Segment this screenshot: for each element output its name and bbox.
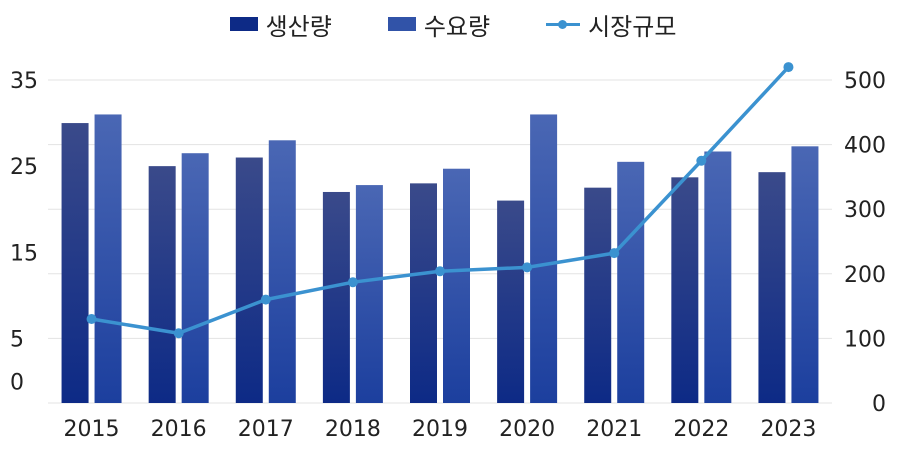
legend-item-market: 시장규모 xyxy=(546,7,676,42)
y-right-tick-5: 500 xyxy=(844,69,886,94)
bar-demand-2019 xyxy=(443,168,470,403)
x-tick-2018: 2018 xyxy=(325,417,381,442)
market-point-2022 xyxy=(696,155,707,166)
y-right-tick-1: 100 xyxy=(844,327,886,352)
market-point-2023 xyxy=(783,62,794,73)
y-left-tick-4: 35 xyxy=(10,69,38,94)
bar-production-2022 xyxy=(671,177,699,403)
axes: 2015 2016 2017 2018 2019 2020 2021 2022 2023 0 5 15… xyxy=(10,69,886,442)
y-right-tick-3: 300 xyxy=(844,198,886,223)
legend-swatch-market xyxy=(546,17,581,31)
market-point-2017 xyxy=(260,294,271,305)
y-right-tick-2: 200 xyxy=(844,263,886,288)
market-point-2015 xyxy=(86,314,97,325)
legend-label-demand: 수요량 xyxy=(423,12,491,41)
bar-production-2020 xyxy=(497,200,525,403)
market-line xyxy=(86,62,794,339)
bar-production-2017 xyxy=(235,157,263,403)
legend-label-market: 시장규모 xyxy=(588,12,677,41)
legend-label-production: 생산량 xyxy=(265,12,332,41)
market-point-2020 xyxy=(522,262,533,273)
legend: 생산량 수요량 시장규모 xyxy=(0,6,906,42)
bar-demand-2016 xyxy=(181,153,209,403)
market-point-2016 xyxy=(173,328,184,339)
x-tick-2021: 2021 xyxy=(586,417,642,442)
bar-demand-2015 xyxy=(94,114,122,403)
legend-item-demand: 수요량 xyxy=(387,7,491,42)
market-point-2018 xyxy=(347,277,358,288)
bar-demand-2021 xyxy=(617,161,645,403)
market-point-2021 xyxy=(609,248,620,259)
x-tick-2015: 2015 xyxy=(64,417,120,442)
bar-production-2021 xyxy=(584,187,612,403)
x-tick-2017: 2017 xyxy=(238,417,294,442)
x-tick-2020: 2020 xyxy=(499,417,555,442)
x-tick-2016: 2016 xyxy=(151,417,207,442)
bar-demand-2017 xyxy=(268,140,296,403)
market-point-2019 xyxy=(435,266,445,277)
bar-demand-2022 xyxy=(704,151,732,403)
bar-production-2016 xyxy=(148,166,176,403)
y-right-tick-0: 0 xyxy=(872,392,886,417)
y-right-tick-4: 400 xyxy=(844,134,886,159)
bar-production-2023 xyxy=(758,172,786,403)
x-tick-2019: 2019 xyxy=(412,417,468,442)
y-left-tick-0: 0 xyxy=(10,370,24,395)
legend-item-production: 생산량 xyxy=(229,7,332,42)
y-left-tick-1: 5 xyxy=(10,327,24,352)
y-left-tick-3: 25 xyxy=(10,155,38,180)
bar-demand-2020 xyxy=(530,114,558,403)
bar-production-2015 xyxy=(61,123,89,404)
legend-swatch-production xyxy=(229,17,258,31)
x-tick-2023: 2023 xyxy=(760,417,816,442)
bars xyxy=(61,114,819,404)
bar-demand-2023 xyxy=(791,146,819,403)
y-left-tick-2: 15 xyxy=(10,241,38,266)
bar-production-2018 xyxy=(322,191,350,403)
bar-demand-2018 xyxy=(355,185,383,403)
bar-production-2019 xyxy=(410,183,437,403)
x-tick-2022: 2022 xyxy=(673,417,729,442)
legend-swatch-demand xyxy=(387,17,416,31)
